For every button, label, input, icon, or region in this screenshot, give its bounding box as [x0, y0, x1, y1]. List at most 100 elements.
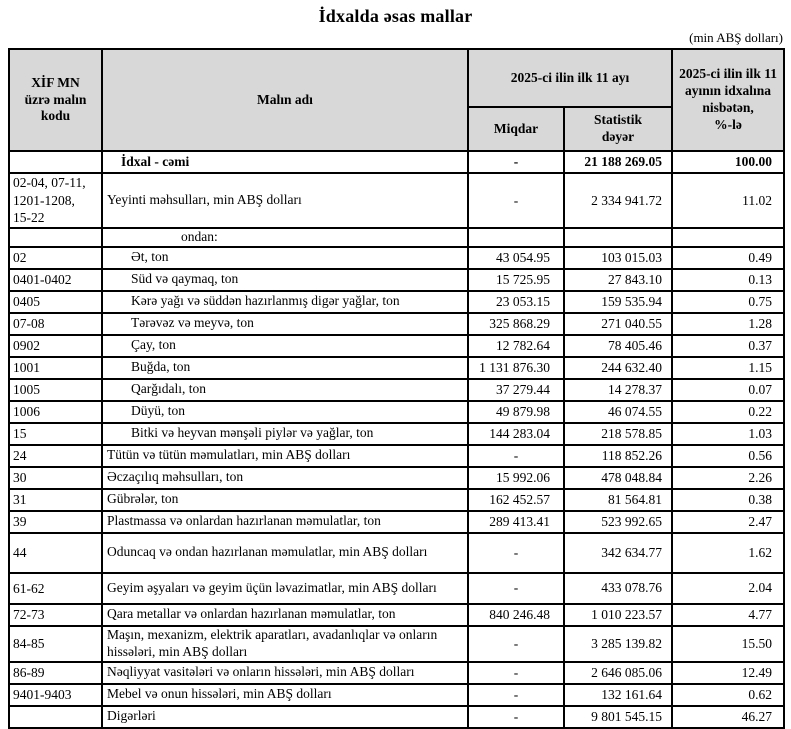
quantity-cell [467, 227, 565, 248]
quantity-cell: 37 279.44 [467, 377, 565, 402]
name-cell: Düyü, ton [101, 399, 469, 424]
value-cell [562, 227, 674, 248]
code-cell: 9401-9403 [8, 682, 103, 707]
name-cell: Nəqliyyat vasitələri və onların hissələr… [101, 660, 469, 685]
code-cell: 84-85 [8, 624, 103, 663]
share-cell: 0.37 [671, 333, 786, 358]
col-header-quantity: Miqdar [467, 106, 565, 152]
name-cell: Ət, ton [101, 245, 469, 270]
table-row: 30 Əczaçılıq məhsulları, ton 15 992.06 478 … [8, 465, 786, 490]
value-cell: 271 040.55 [562, 311, 674, 336]
value-cell: 218 578.85 [562, 421, 674, 446]
table-row: 0902 Çay, ton 12 782.64 78 405.46 0.37 [8, 333, 786, 358]
quantity-cell: - [467, 443, 565, 468]
share-cell: 4.77 [671, 602, 786, 627]
quantity-cell: 162 452.57 [467, 487, 565, 512]
quantity-cell: 1 131 876.30 [467, 355, 565, 380]
share-cell: 0.56 [671, 443, 786, 468]
name-cell: Yeyinti məhsulları, min ABŞ dolları [101, 172, 469, 229]
name-cell: Mebel və onun hissələri, min ABŞ dolları [101, 682, 469, 707]
code-cell: 1005 [8, 377, 103, 402]
name-cell: Geyim əşyaları və geyim üçün ləvazimatla… [101, 571, 469, 605]
share-cell: 1.03 [671, 421, 786, 446]
quantity-cell: - [467, 660, 565, 685]
value-cell: 81 564.81 [562, 487, 674, 512]
value-cell: 2 334 941.72 [562, 172, 674, 229]
code-cell: 0401-0402 [8, 267, 103, 292]
share-cell: 2.04 [671, 571, 786, 605]
unit-note: (min ABŞ dolları) [689, 30, 783, 45]
name-cell: Əczaçılıq məhsulları, ton [101, 465, 469, 490]
table-row: 15 Bitki və heyvan mənşəli piylər və yağl… [8, 421, 786, 446]
table-row: 24 Tütün və tütün məmulatları, min ABŞ do… [8, 443, 786, 468]
name-cell: ondan: [101, 227, 469, 248]
share-cell: 2.47 [671, 509, 786, 534]
code-cell: 24 [8, 443, 103, 468]
name-cell: Plastmassa və onlardan hazırlanan məmula… [101, 509, 469, 534]
quantity-cell: - [467, 704, 565, 729]
code-cell: 0405 [8, 289, 103, 314]
table-row: 1001 Buğda, ton 1 131 876.30 244 632.40 1.15 [8, 355, 786, 380]
value-cell: 342 634.77 [562, 531, 674, 574]
quantity-cell: 23 053.15 [467, 289, 565, 314]
col-header-name: Malın adı [101, 48, 469, 152]
table-row: 0405 Kərə yağı və süddən hazırlanmış digə… [8, 289, 786, 314]
quantity-cell: 15 725.95 [467, 267, 565, 292]
code-cell [8, 150, 103, 174]
code-cell: 07-08 [8, 311, 103, 336]
name-cell: İdxal - cəmi [101, 150, 469, 174]
code-cell: 44 [8, 531, 103, 574]
name-cell: Tütün və tütün məmulatları, min ABŞ doll… [101, 443, 469, 468]
col-header-value: Statistik dəyər [562, 106, 674, 152]
imports-table: XİF MN üzrə malın kodu Malın adı 2025-ci… [8, 48, 786, 729]
name-cell: Digərləri [101, 704, 469, 729]
value-cell: 2 646 085.06 [562, 660, 674, 685]
share-cell: 2.26 [671, 465, 786, 490]
table-row: 31 Gübrələr, ton 162 452.57 81 564.81 0.38 [8, 487, 786, 512]
table-row: 39 Plastmassa və onlardan hazırlanan məmu… [8, 509, 786, 534]
share-cell: 1.15 [671, 355, 786, 380]
share-cell: 0.22 [671, 399, 786, 424]
share-cell: 15.50 [671, 624, 786, 663]
value-cell: 103 015.03 [562, 245, 674, 270]
code-cell: 31 [8, 487, 103, 512]
value-cell: 14 278.37 [562, 377, 674, 402]
share-cell: 0.07 [671, 377, 786, 402]
name-cell: Maşın, mexanizm, elektrik aparatları, av… [101, 624, 469, 663]
code-cell: 61-62 [8, 571, 103, 605]
quantity-cell: 325 868.29 [467, 311, 565, 336]
quantity-cell: 840 246.48 [467, 602, 565, 627]
table-row: ondan: [8, 227, 786, 248]
value-cell: 9 801 545.15 [562, 704, 674, 729]
page-title: İdxalda əsas mallar [318, 6, 473, 26]
value-cell: 27 843.10 [562, 267, 674, 292]
quantity-cell: 15 992.06 [467, 465, 565, 490]
code-cell: 02 [8, 245, 103, 270]
col-header-share: 2025-ci ilin ilk 11 ayının idxalına nisb… [671, 48, 786, 152]
share-cell: 11.02 [671, 172, 786, 229]
quantity-cell: - [467, 531, 565, 574]
share-cell: 0.13 [671, 267, 786, 292]
quantity-cell: - [467, 571, 565, 605]
table-row: 9401-9403 Mebel və onun hissələri, min AB… [8, 682, 786, 707]
code-cell: 1001 [8, 355, 103, 380]
quantity-cell: - [467, 172, 565, 229]
name-cell: Süd və qaymaq, ton [101, 267, 469, 292]
name-cell: Çay, ton [101, 333, 469, 358]
share-cell: 12.49 [671, 660, 786, 685]
table-row: 84-85 Maşın, mexanizm, elektrik aparatlar… [8, 624, 786, 663]
table-row: 02-04, 07-11, 1201-1208, 15-22 Yeyinti mə… [8, 172, 786, 229]
code-cell: 30 [8, 465, 103, 490]
name-cell: Qarğıdalı, ton [101, 377, 469, 402]
share-cell: 100.00 [671, 150, 786, 174]
share-cell [671, 227, 786, 248]
code-cell [8, 704, 103, 729]
name-cell: Kərə yağı və süddən hazırlanmış digər ya… [101, 289, 469, 314]
table-row: 72-73 Qara metallar və onlardan hazırlana… [8, 602, 786, 627]
col-header-code: XİF MN üzrə malın kodu [8, 48, 103, 152]
name-cell: Buğda, ton [101, 355, 469, 380]
table-row: İdxal - cəmi -21 188 269.05 100.00 [8, 150, 786, 174]
share-cell: 0.62 [671, 682, 786, 707]
share-cell: 1.28 [671, 311, 786, 336]
value-cell: 78 405.46 [562, 333, 674, 358]
